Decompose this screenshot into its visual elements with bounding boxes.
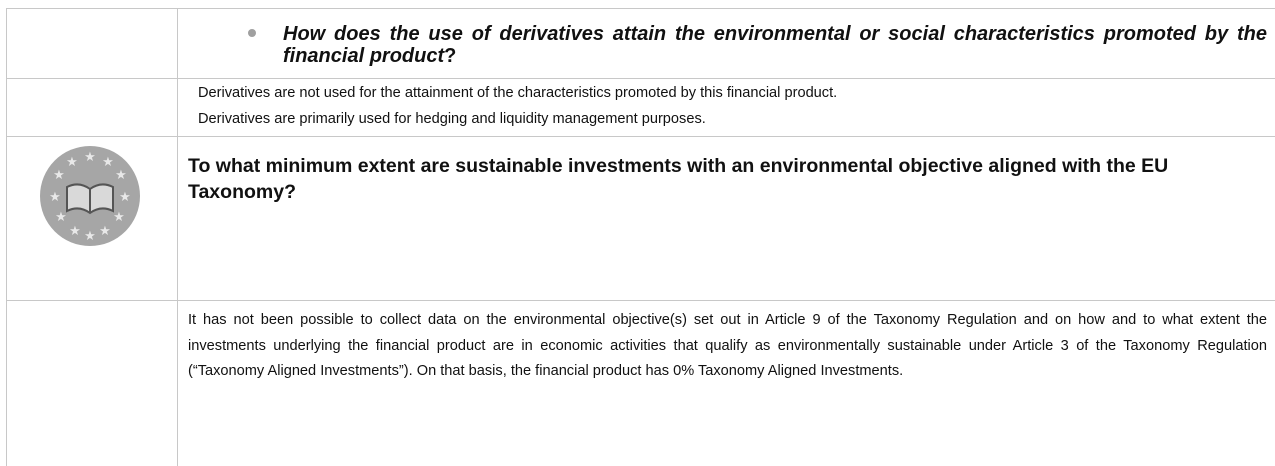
svg-text:★: ★ (84, 228, 96, 243)
row: Derivatives are not used for the attainm… (6, 78, 1275, 136)
svg-text:★: ★ (69, 223, 81, 238)
svg-text:★: ★ (55, 209, 67, 224)
bullet (248, 29, 256, 37)
eu-icon: ★ ★ ★ ★ ★ ★ ★ ★ ★ ★ ★ ★ (40, 146, 140, 246)
svg-text:★: ★ (115, 167, 127, 182)
row: ★ ★ ★ ★ ★ ★ ★ ★ ★ ★ ★ ★ To what minimum (6, 136, 1275, 300)
bullet-question: How does the use of derivatives attain t… (188, 23, 1267, 67)
svg-text:★: ★ (119, 189, 131, 204)
row: It has not been possible to collect data… (6, 300, 1275, 466)
right-cell: It has not been possible to collect data… (188, 308, 1267, 385)
left-cell (6, 79, 178, 136)
right-cell: To what minimum extent are sustainable i… (188, 153, 1267, 205)
svg-text:★: ★ (99, 223, 111, 238)
svg-text:★: ★ (113, 209, 125, 224)
right-cell: How does the use of derivatives attain t… (188, 23, 1267, 67)
svg-text:★: ★ (84, 149, 96, 164)
question-mark: ? (444, 45, 457, 67)
svg-text:★: ★ (49, 189, 61, 204)
left-cell (6, 9, 178, 78)
svg-text:★: ★ (66, 154, 78, 169)
svg-text:★: ★ (102, 154, 114, 169)
question-text: How does the use of derivatives attain t… (283, 23, 1267, 67)
paragraph: It has not been possible to collect data… (188, 312, 1267, 379)
right-cell: Derivatives are not used for the attainm… (198, 81, 1267, 132)
row: How does the use of derivatives attain t… (6, 8, 1275, 78)
heading: To what minimum extent are sustainable i… (188, 155, 1169, 203)
svg-text:★: ★ (53, 167, 65, 182)
left-cell: ★ ★ ★ ★ ★ ★ ★ ★ ★ ★ ★ ★ (6, 137, 178, 300)
paragraph: Derivatives are primarily used for hedgi… (198, 110, 706, 127)
paragraph: Derivatives are not used for the attainm… (198, 85, 838, 101)
left-cell (6, 301, 178, 466)
